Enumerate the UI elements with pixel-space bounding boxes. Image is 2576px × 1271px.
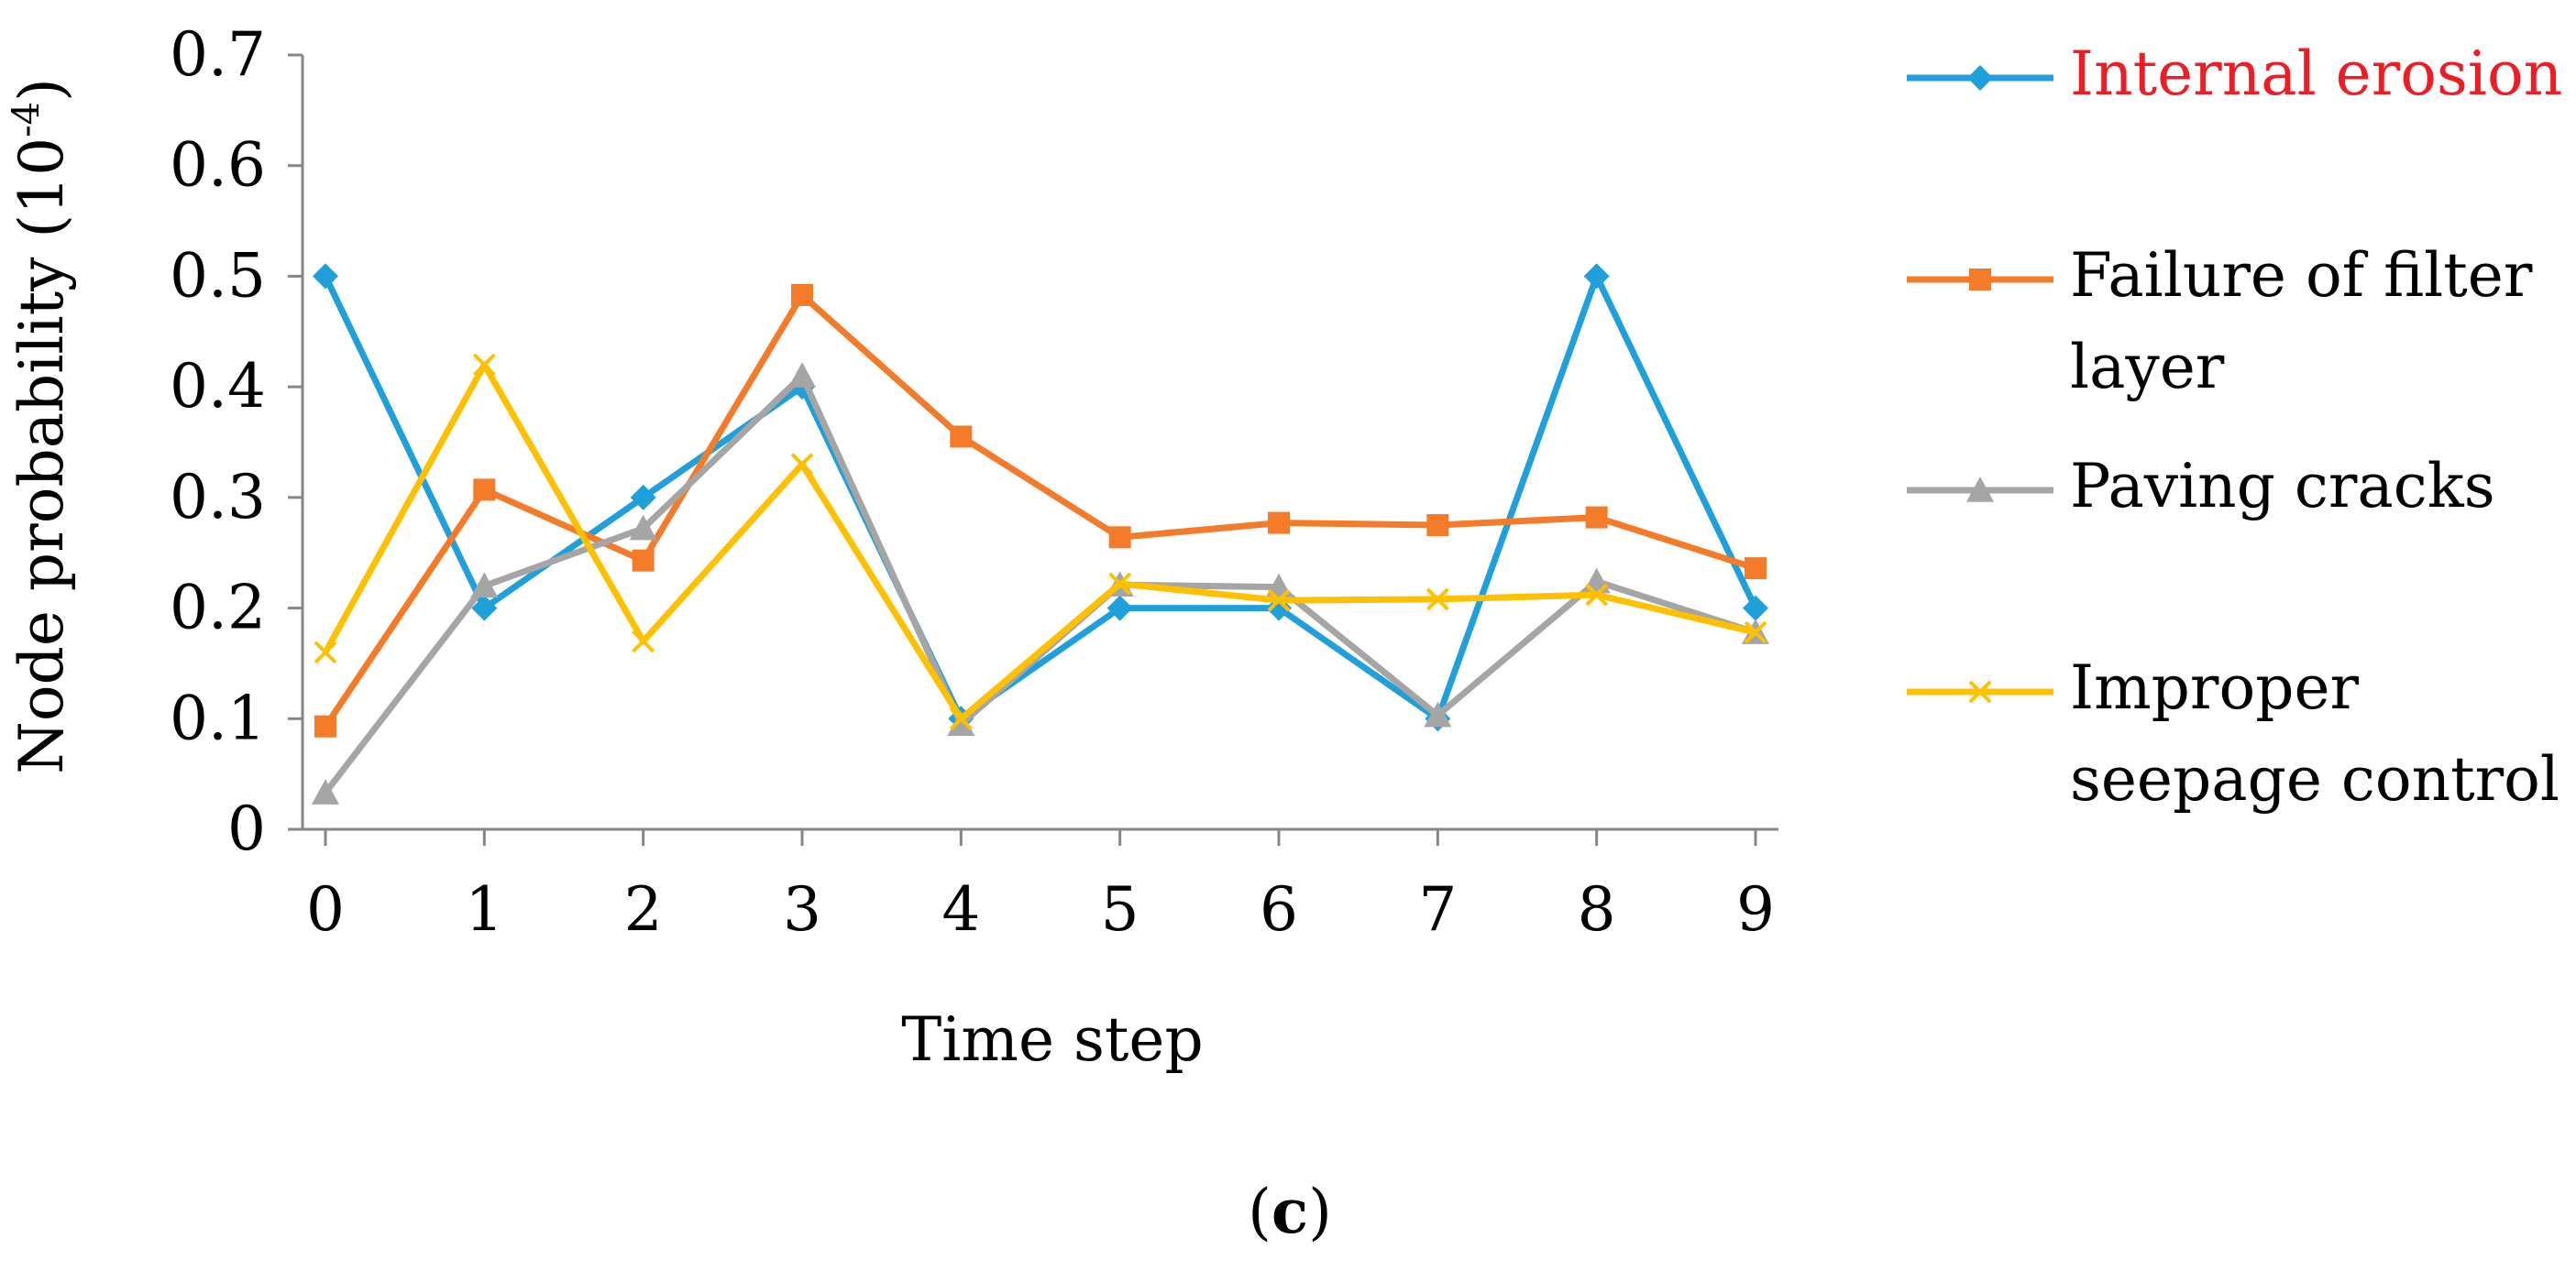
data-point xyxy=(1106,595,1133,621)
caption-close-paren: ) xyxy=(1308,1177,1332,1247)
data-point xyxy=(1108,526,1131,549)
y-axis-label-exponent: -4 xyxy=(6,102,48,137)
data-point xyxy=(791,283,813,306)
data-point xyxy=(632,549,655,572)
data-point xyxy=(950,425,973,448)
legend-swatch-marker xyxy=(1967,65,1993,91)
data-point xyxy=(472,353,496,377)
data-point xyxy=(312,779,339,805)
y-tick-label: 0.3 xyxy=(170,462,266,532)
legend-label: layer xyxy=(2070,332,2225,402)
x-tick-label: 3 xyxy=(783,874,821,945)
data-point xyxy=(471,595,498,621)
data-point xyxy=(1583,263,1610,290)
series-line xyxy=(322,272,1759,722)
series-layer xyxy=(312,263,1769,805)
x-axis-label: Time step xyxy=(901,1004,1203,1075)
x-tick-label: 2 xyxy=(624,874,663,945)
series-paving-cracks xyxy=(312,362,1769,805)
legend: Internal erosion Failure of filter layer Pa… xyxy=(1907,38,2562,815)
data-point xyxy=(632,630,655,653)
y-axis-label-close: ) xyxy=(6,78,77,102)
legend-swatch-marker xyxy=(1969,268,1991,290)
x-tick-label: 8 xyxy=(1578,874,1616,945)
legend-entry: Internal erosion xyxy=(1907,38,2562,109)
data-point xyxy=(470,572,499,598)
legend-swatch-marker xyxy=(1968,680,1992,704)
data-point xyxy=(947,710,975,737)
legend-label: seepage control xyxy=(2070,744,2559,815)
data-point xyxy=(1426,587,1449,611)
figure-caption: (c) xyxy=(1248,1176,1332,1247)
data-point xyxy=(1744,620,1767,644)
legend-label: Failure of filter xyxy=(2070,240,2533,311)
data-point xyxy=(314,715,336,738)
data-point xyxy=(473,478,496,501)
y-tick-label: 0.2 xyxy=(170,573,266,643)
x-tick-label: 1 xyxy=(465,874,503,945)
data-point xyxy=(1108,572,1132,596)
y-tick-label: 0 xyxy=(227,794,266,864)
axes: 0 0.1 0.2 0.3 0.4 0.5 0.6 0.7 0 1 2 3 4 5 6 7 8 9 xyxy=(170,19,1778,945)
x-tick-label: 6 xyxy=(1260,874,1298,945)
y-tick-label: 0.7 xyxy=(170,19,266,90)
y-tick-label: 0.5 xyxy=(170,240,266,311)
data-point xyxy=(1743,595,1768,621)
data-point xyxy=(1585,583,1609,607)
data-point xyxy=(1267,588,1291,612)
legend-entry: Improper seepage control xyxy=(1907,652,2559,815)
series-line xyxy=(323,291,1757,729)
data-point xyxy=(630,484,656,510)
x-tick-label: 7 xyxy=(1418,874,1457,945)
x-tick-label: 9 xyxy=(1736,874,1775,945)
legend-swatch-marker xyxy=(1966,477,1994,502)
caption-open-paren: ( xyxy=(1248,1177,1271,1247)
y-tick-label: 0.1 xyxy=(170,683,266,753)
x-tick-label: 0 xyxy=(306,874,345,945)
caption-letter: c xyxy=(1271,1176,1308,1247)
x-tick-label: 4 xyxy=(941,874,980,945)
data-point xyxy=(1424,701,1452,728)
data-point xyxy=(1582,567,1611,594)
data-point xyxy=(790,453,814,477)
data-point xyxy=(949,707,973,730)
legend-label: Improper xyxy=(2070,652,2359,723)
data-point xyxy=(314,641,337,664)
series-improper-seepage-control xyxy=(314,353,1767,730)
data-point xyxy=(1585,506,1608,529)
y-tick-label: 0.4 xyxy=(170,351,266,422)
series-line xyxy=(322,361,1756,722)
legend-label: Internal erosion xyxy=(2070,38,2562,109)
series-failure-of-filter-layer xyxy=(314,283,1767,738)
legend-entry: Failure of filter layer xyxy=(1907,240,2533,402)
legend-entry: Paving cracks xyxy=(1907,451,2495,521)
y-axis-label: Node probability (10-4) xyxy=(6,78,77,774)
series-internal-erosion xyxy=(313,263,1768,732)
data-point xyxy=(1745,557,1767,580)
data-point xyxy=(788,362,816,388)
data-point xyxy=(313,263,338,290)
data-point xyxy=(1426,514,1449,537)
data-point xyxy=(1268,511,1290,534)
legend-label: Paving cracks xyxy=(2070,451,2495,521)
data-point xyxy=(629,514,657,541)
y-tick-label: 0.6 xyxy=(170,130,266,201)
x-tick-label: 5 xyxy=(1101,874,1139,945)
